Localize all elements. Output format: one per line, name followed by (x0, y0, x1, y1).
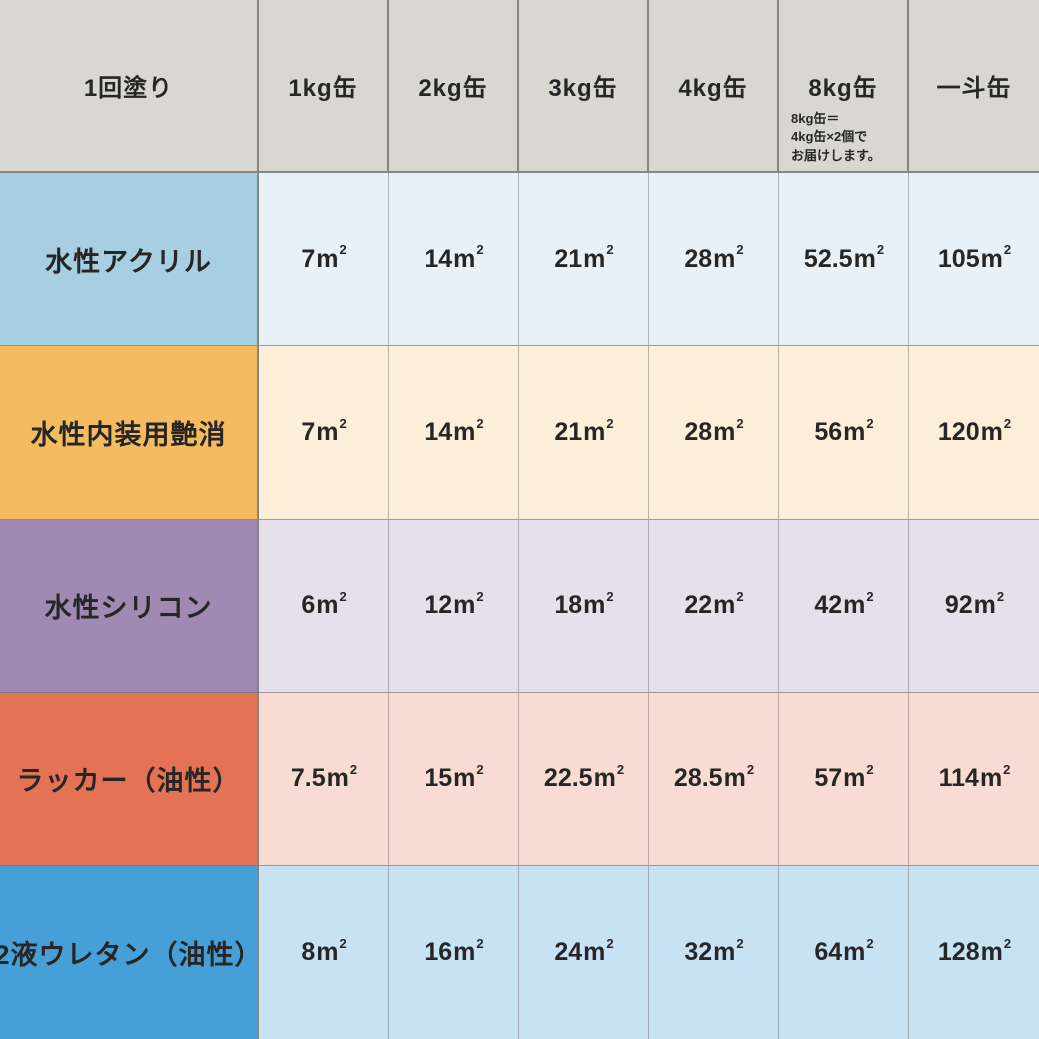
coverage-value: 56m2 (814, 415, 874, 446)
row-header-label: 水性内装用艶消 (30, 419, 227, 450)
coverage-cell: 21m2 (519, 346, 649, 520)
coverage-value: 22.5m2 (543, 761, 625, 793)
coverage-cell: 57m2 (779, 692, 909, 866)
coverage-cell: 92m2 (909, 519, 1039, 693)
coverage-cell: 22.5m2 (519, 692, 649, 866)
coverage-cell: 12m2 (389, 519, 519, 693)
column-header-8kg: 8kg缶 8kg缶＝ 4kg缶×2個で お届けします。 (779, 0, 909, 174)
coverage-value: 28.5m2 (673, 761, 755, 793)
coverage-cell: 32m2 (649, 865, 779, 1039)
coverage-value: 16m2 (424, 935, 484, 966)
corner-header-label: 1回塗り (83, 75, 174, 103)
row-header-label: ラッカー（油性） (16, 766, 241, 797)
note-line: お届けします。 (791, 148, 881, 164)
coverage-value: 21m2 (554, 242, 614, 273)
coverage-cell: 22m2 (649, 519, 779, 693)
coverage-cell: 114m2 (909, 692, 1039, 866)
column-header-2kg: 2kg缶 (389, 0, 519, 174)
note-line: 4kg缶×2個で (791, 129, 868, 145)
row-header-urethane: 2液ウレタン（油性） (0, 865, 262, 1039)
coverage-value: 14m2 (424, 415, 484, 446)
column-header-label: 1kg缶 (288, 75, 358, 103)
8kg-can-note: 8kg缶＝ 4kg缶×2個で お届けします。 (791, 110, 881, 167)
coverage-cell: 14m2 (389, 173, 519, 347)
coverage-value: 114m2 (938, 761, 1011, 793)
column-header-label: 4kg缶 (678, 75, 748, 103)
corner-header-cell: 1回塗り (0, 0, 259, 174)
column-header-4kg: 4kg缶 (649, 0, 779, 174)
coverage-value: 32m2 (684, 935, 744, 966)
coverage-cell: 56m2 (779, 346, 909, 520)
coverage-value: 6m2 (301, 588, 347, 620)
row-header-suisei-naisou: 水性内装用艶消 (0, 346, 259, 520)
column-header-label: 2kg缶 (418, 75, 488, 103)
coverage-cell: 52.5m2 (779, 173, 909, 347)
column-header-3kg: 3kg缶 (519, 0, 649, 174)
coverage-cell: 42m2 (779, 519, 909, 693)
coverage-value: 64m2 (814, 935, 874, 966)
coverage-cell: 16m2 (389, 865, 519, 1039)
column-header-label: 8kg缶 (808, 75, 878, 103)
coverage-value: 24m2 (554, 935, 614, 966)
coverage-value: 7m2 (301, 415, 347, 446)
coverage-cell: 24m2 (519, 865, 649, 1039)
coverage-value: 7.5m2 (290, 761, 358, 793)
row-header-suisei-silicon: 水性シリコン (0, 519, 259, 693)
coverage-cell: 105m2 (909, 173, 1039, 347)
coverage-value: 8m2 (301, 935, 347, 966)
coverage-cell: 7.5m2 (259, 692, 389, 866)
coverage-value: 42m2 (814, 588, 874, 620)
coverage-value: 7m2 (301, 242, 347, 273)
coverage-cell: 128m2 (909, 865, 1039, 1039)
coverage-cell: 14m2 (389, 346, 519, 520)
coverage-cell: 64m2 (779, 865, 909, 1039)
coverage-value: 15m2 (424, 761, 484, 793)
coverage-cell: 28m2 (649, 346, 779, 520)
coverage-value: 128m2 (937, 935, 1012, 966)
row-header-label: 2液ウレタン（油性） (0, 939, 263, 970)
row-header-label: 水性アクリル (45, 246, 212, 277)
coverage-value: 21m2 (554, 415, 614, 446)
row-header-lacquer: ラッカー（油性） (0, 692, 259, 866)
coverage-value: 105m2 (937, 242, 1012, 273)
column-header-1kg: 1kg缶 (259, 0, 389, 174)
coverage-cell: 18m2 (519, 519, 649, 693)
coverage-cell: 21m2 (519, 173, 649, 347)
coverage-value: 12m2 (424, 588, 484, 620)
coverage-value: 28m2 (684, 415, 744, 446)
coverage-cell: 7m2 (259, 173, 389, 347)
row-header-suisei-acrylic: 水性アクリル (0, 173, 259, 347)
column-header-itto: 一斗缶 (909, 0, 1039, 174)
coverage-cell: 15m2 (389, 692, 519, 866)
coverage-cell: 6m2 (259, 519, 389, 693)
coverage-value: 18m2 (554, 588, 614, 620)
coverage-value: 28m2 (684, 242, 744, 273)
coverage-cell: 28.5m2 (649, 692, 779, 866)
coverage-value: 92m2 (944, 588, 1005, 620)
column-header-label: 3kg缶 (548, 75, 618, 103)
coverage-value: 57m2 (814, 761, 874, 793)
coverage-value: 22m2 (684, 588, 744, 620)
coverage-cell: 120m2 (909, 346, 1039, 520)
row-header-label: 水性シリコン (44, 593, 213, 624)
coverage-cell: 8m2 (259, 865, 389, 1039)
coverage-value: 52.5m2 (803, 242, 885, 273)
coverage-value: 14m2 (424, 242, 484, 273)
coverage-value: 120m2 (937, 415, 1012, 446)
column-header-label: 一斗缶 (936, 75, 1012, 103)
coverage-cell: 28m2 (649, 173, 779, 347)
note-line: 8kg缶＝ (791, 110, 840, 126)
coverage-cell: 7m2 (259, 346, 389, 520)
